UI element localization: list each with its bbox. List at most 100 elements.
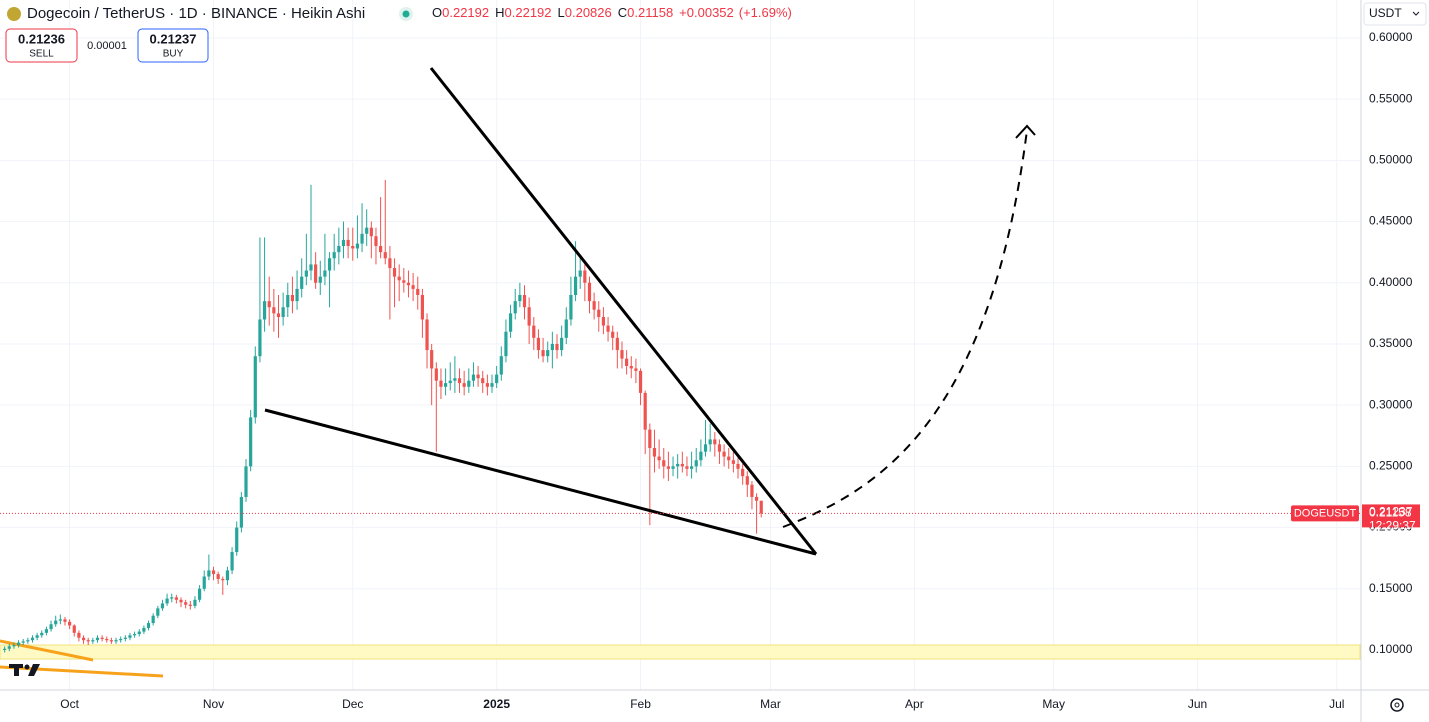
- candle-body: [708, 439, 712, 445]
- candle-body: [156, 608, 160, 616]
- candle-body: [235, 527, 239, 553]
- candle-body: [327, 258, 332, 271]
- l-label: L: [558, 5, 565, 20]
- candle-body: [722, 451, 726, 457]
- candle-body: [21, 641, 25, 643]
- buy-box[interactable]: [137, 28, 209, 63]
- lower-trendline: [264, 408, 817, 556]
- candle-body: [392, 268, 397, 277]
- candle-body: [26, 640, 30, 642]
- candle-body: [741, 468, 745, 477]
- symbol-label-box: [1291, 505, 1359, 522]
- candle-body: [351, 246, 355, 249]
- orange-line: [0, 639, 94, 662]
- candle-body: [267, 301, 271, 308]
- sell-box[interactable]: [5, 28, 78, 63]
- chart-title: Dogecoin / TetherUS · 1D · BINANCE · Hei…: [27, 5, 365, 22]
- o-label: O: [432, 5, 442, 20]
- candle-body: [262, 301, 267, 320]
- candle-body: [620, 350, 624, 359]
- symbol-label: DOGEUSDT: [1294, 507, 1357, 519]
- candle-body: [713, 439, 717, 445]
- last-price-label: 0.21158: [1369, 506, 1412, 520]
- x-tick-label: Nov: [203, 697, 224, 711]
- candle-body: [286, 294, 290, 308]
- candle-body: [160, 603, 165, 609]
- sell-label[interactable]: SELL: [29, 49, 54, 60]
- candle-body: [54, 620, 58, 625]
- buy-label[interactable]: BUY: [163, 49, 184, 60]
- candle-body: [736, 463, 740, 469]
- currency-label[interactable]: USDT: [1369, 6, 1402, 20]
- candle-body: [304, 270, 308, 277]
- candle-body: [481, 378, 485, 384]
- candle-body: [355, 243, 360, 249]
- candle-body: [374, 236, 378, 247]
- candle-body: [615, 337, 619, 351]
- dropdown-caret[interactable]: [1412, 11, 1420, 16]
- currency-box[interactable]: [1363, 2, 1427, 26]
- candle-body: [95, 637, 100, 641]
- candle-body: [193, 599, 197, 606]
- candle-body: [592, 301, 596, 310]
- x-tick-label: Dec: [342, 697, 363, 711]
- c-value: 0.21158: [627, 5, 673, 20]
- candle-body: [569, 294, 573, 320]
- candle-body: [690, 466, 694, 469]
- candle-body: [133, 634, 137, 636]
- candle-body: [7, 646, 11, 649]
- candle-body: [137, 631, 141, 635]
- candle-body: [290, 294, 295, 302]
- candle-body: [337, 246, 341, 253]
- o-value: 0.22192: [442, 5, 489, 20]
- candle-body: [430, 350, 434, 369]
- candle-body: [717, 444, 722, 452]
- candle-body: [703, 444, 708, 452]
- candle-body: [439, 380, 443, 387]
- x-tick-label: Mar: [760, 697, 781, 711]
- sell-price[interactable]: 0.21236: [18, 31, 65, 46]
- countdown-label: 12:29:37: [1369, 519, 1416, 533]
- currency-select[interactable]: USDT: [1363, 2, 1427, 26]
- candle-body: [360, 233, 364, 244]
- gear-center[interactable]: [1394, 702, 1400, 708]
- candle-body: [12, 645, 16, 647]
- y-tick-label: 0.55000: [1369, 91, 1413, 105]
- candle-body: [332, 252, 336, 259]
- candle-body: [114, 640, 118, 642]
- gear-icon[interactable]: [1390, 698, 1404, 712]
- candle-body: [211, 570, 216, 575]
- candle-body: [406, 282, 411, 286]
- candle-body: [309, 264, 313, 271]
- candle-body: [638, 370, 643, 393]
- candle-body: [188, 604, 192, 606]
- x-tick-label: 2025: [483, 697, 510, 711]
- status-dot: [402, 10, 410, 18]
- settings-button[interactable]: [1390, 698, 1404, 712]
- candle-body: [184, 602, 188, 605]
- candle-body: [369, 227, 373, 237]
- candle-body: [276, 313, 281, 318]
- change-pct: (+1.69%): [739, 5, 792, 20]
- sell-button[interactable]: 0.21236 SELL: [5, 28, 78, 63]
- candle-body: [425, 319, 429, 351]
- candle-body: [202, 576, 206, 589]
- candle-body: [91, 640, 95, 642]
- c-label: C: [618, 5, 627, 20]
- projection-arrow: [782, 129, 1028, 528]
- buy-price[interactable]: 0.21237: [150, 31, 197, 46]
- candle-body: [583, 270, 587, 283]
- candle-body: [68, 621, 72, 626]
- candle-body: [402, 280, 406, 283]
- x-tick-label: May: [1042, 697, 1065, 711]
- candle-body: [207, 570, 211, 577]
- y-tick-label: 0.25000: [1369, 459, 1413, 473]
- candle-body: [225, 570, 230, 581]
- candle-body: [86, 640, 90, 642]
- candle-body: [314, 264, 318, 283]
- h-label: H: [495, 5, 504, 20]
- candle-body: [731, 460, 735, 464]
- candle-body: [40, 632, 44, 636]
- candle-body: [546, 350, 550, 357]
- buy-button[interactable]: 0.21237 BUY: [137, 28, 209, 63]
